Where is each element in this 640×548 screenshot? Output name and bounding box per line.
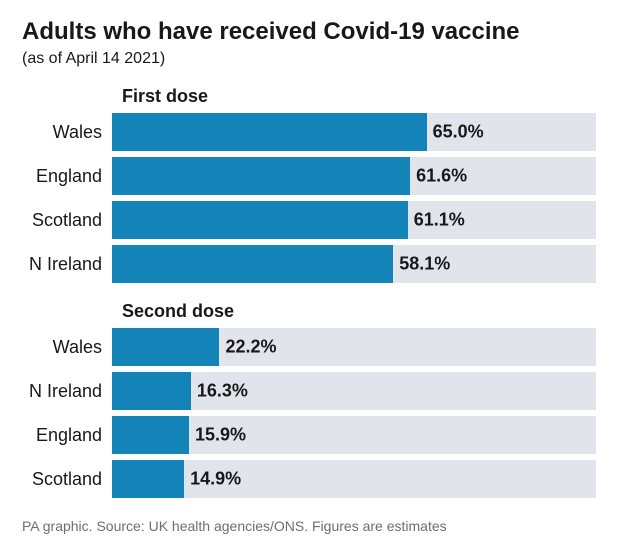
bar-fill xyxy=(112,372,191,410)
chart-footer: PA graphic. Source: UK health agencies/O… xyxy=(22,518,618,534)
bar-zone: 14.9% xyxy=(112,460,596,498)
chart-section: Second dose Wales 22.2% N Ireland 16.3% Engla… xyxy=(22,301,618,498)
bar-fill xyxy=(112,157,410,195)
bar-zone: 58.1% xyxy=(112,245,596,283)
bar-zone: 15.9% xyxy=(112,416,596,454)
value-label: 22.2% xyxy=(225,337,276,358)
bar-fill xyxy=(112,328,219,366)
category-label: Wales xyxy=(22,337,112,358)
value-label: 65.0% xyxy=(433,122,484,143)
value-label: 61.6% xyxy=(416,166,467,187)
bar-row: N Ireland 16.3% xyxy=(22,372,618,410)
bar-fill xyxy=(112,460,184,498)
chart-title: Adults who have received Covid-19 vaccin… xyxy=(22,18,618,46)
bar-row: Wales 65.0% xyxy=(22,113,618,151)
bar-row: N Ireland 58.1% xyxy=(22,245,618,283)
bar-row: England 15.9% xyxy=(22,416,618,454)
section-label: First dose xyxy=(122,86,618,107)
bar-row: Scotland 14.9% xyxy=(22,460,618,498)
bar-zone: 61.1% xyxy=(112,201,596,239)
bar-row: Scotland 61.1% xyxy=(22,201,618,239)
bar-fill xyxy=(112,201,408,239)
value-label: 61.1% xyxy=(414,210,465,231)
category-label: England xyxy=(22,166,112,187)
bar-zone: 65.0% xyxy=(112,113,596,151)
bar-fill xyxy=(112,113,427,151)
bar-row: Wales 22.2% xyxy=(22,328,618,366)
chart-body: First dose Wales 65.0% England 61.6% Scotland… xyxy=(22,86,618,498)
category-label: Scotland xyxy=(22,469,112,490)
chart-section: First dose Wales 65.0% England 61.6% Scotland… xyxy=(22,86,618,283)
chart-subtitle: (as of April 14 2021) xyxy=(22,50,618,68)
section-label: Second dose xyxy=(122,301,618,322)
category-label: England xyxy=(22,425,112,446)
bar-track xyxy=(112,460,596,498)
bar-zone: 61.6% xyxy=(112,157,596,195)
bar-zone: 16.3% xyxy=(112,372,596,410)
chart-container: Adults who have received Covid-19 vaccin… xyxy=(0,0,640,548)
category-label: N Ireland xyxy=(22,381,112,402)
category-label: Scotland xyxy=(22,210,112,231)
bar-zone: 22.2% xyxy=(112,328,596,366)
bar-fill xyxy=(112,245,393,283)
value-label: 15.9% xyxy=(195,425,246,446)
value-label: 16.3% xyxy=(197,381,248,402)
bar-row: England 61.6% xyxy=(22,157,618,195)
bar-fill xyxy=(112,416,189,454)
value-label: 14.9% xyxy=(190,469,241,490)
value-label: 58.1% xyxy=(399,254,450,275)
category-label: N Ireland xyxy=(22,254,112,275)
category-label: Wales xyxy=(22,122,112,143)
